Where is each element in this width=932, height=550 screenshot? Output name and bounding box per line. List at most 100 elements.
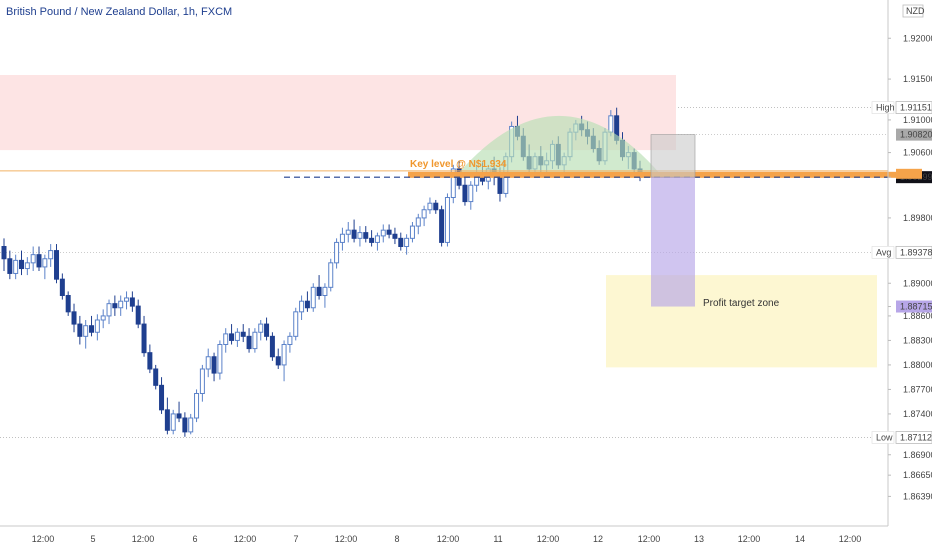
price-label: 1.87112 Low	[871, 431, 932, 444]
candle-body	[182, 417, 188, 433]
candle-body	[287, 335, 293, 346]
price-label-value: 1.87112	[900, 432, 932, 442]
candle-body	[608, 115, 614, 133]
candle	[42, 254, 48, 280]
price-label-value: 1.90820	[900, 130, 932, 140]
candle-body	[24, 262, 30, 270]
candle-body	[264, 323, 270, 337]
candle	[252, 328, 258, 353]
candle-body	[54, 250, 60, 280]
candle	[30, 246, 36, 271]
candle	[7, 250, 13, 280]
y-tick-label: 1.88300	[903, 335, 932, 345]
candle	[409, 222, 415, 243]
y-tick-label: 1.86900	[903, 450, 932, 460]
price-label-tag-box	[871, 101, 895, 114]
x-tick-label: 11	[493, 534, 502, 544]
candle	[83, 320, 89, 349]
candle-body	[164, 409, 170, 431]
candle	[310, 283, 316, 312]
candle-body	[258, 323, 264, 333]
candle-body	[275, 356, 281, 366]
candle-body	[316, 286, 322, 297]
chart-title: British Pound / New Zealand Dollar, 1h, …	[6, 6, 232, 18]
candle	[246, 328, 252, 353]
x-tick-label: 8	[394, 534, 399, 544]
candle	[147, 344, 153, 374]
x-tick-label: 12:00	[437, 534, 460, 544]
candle	[421, 205, 427, 227]
candle	[462, 173, 468, 206]
candle	[129, 291, 135, 312]
candle-body	[94, 319, 100, 333]
x-tick-label: 12:00	[537, 534, 560, 544]
candle-body	[234, 331, 240, 341]
candle-body	[118, 300, 124, 309]
candle-body	[65, 295, 71, 313]
candle-body	[269, 335, 275, 358]
candle-body	[240, 331, 246, 337]
candle	[100, 309, 106, 329]
candle-body	[7, 258, 13, 274]
candle-body	[345, 229, 351, 235]
x-tick-label: 12:00	[638, 534, 661, 544]
grid-layer	[0, 107, 888, 438]
candle-body	[129, 297, 135, 307]
candle	[65, 291, 71, 316]
candle	[386, 224, 392, 239]
candle	[24, 257, 30, 276]
candle	[369, 230, 375, 247]
candle-body	[19, 259, 25, 270]
candle	[264, 317, 270, 341]
candle-body	[71, 311, 77, 325]
y-tick-label: 1.86650	[903, 470, 932, 480]
candle	[293, 307, 299, 341]
y-tick-label: 1.92000	[903, 33, 932, 43]
candle	[112, 295, 118, 316]
price-label: 1.91151 High	[871, 101, 932, 114]
candle	[398, 232, 404, 251]
candle-body	[159, 384, 165, 411]
candle-body	[497, 176, 503, 194]
candle-body	[392, 233, 398, 239]
candle	[36, 246, 42, 271]
price-label-box	[895, 245, 932, 259]
candle	[374, 232, 380, 251]
x-tick-label: 12	[593, 534, 603, 544]
x-tick-label: 12:00	[335, 534, 358, 544]
candle-body	[468, 184, 474, 203]
key-level-axis-marker	[896, 168, 922, 179]
candle	[141, 315, 147, 357]
candle-body	[83, 325, 89, 337]
price-label-box	[895, 101, 932, 114]
candle-body	[293, 311, 299, 337]
candle-body	[246, 335, 252, 350]
x-tick-label: 12:00	[839, 534, 862, 544]
candle	[392, 227, 398, 245]
candle	[433, 199, 439, 214]
candle-body	[339, 233, 345, 243]
candle	[404, 234, 410, 255]
price-label: 1.90820	[896, 128, 932, 141]
candle	[19, 250, 25, 276]
candle	[345, 222, 351, 243]
candle-body	[188, 417, 194, 433]
y-tick-label: 1.88000	[903, 360, 932, 370]
candle	[234, 328, 240, 347]
candle	[159, 377, 165, 414]
candle	[124, 291, 130, 310]
candle	[13, 254, 19, 280]
candle-body	[42, 258, 48, 268]
candle	[71, 303, 77, 333]
candle	[328, 258, 334, 292]
rounded-top-pattern	[458, 115, 660, 174]
candle-body	[433, 202, 439, 211]
candle-body	[415, 217, 421, 227]
candle-body	[199, 368, 205, 394]
candle-body	[170, 413, 176, 431]
price-label-tag: High	[876, 103, 895, 113]
price-label-value: 1.88715	[900, 302, 932, 312]
candle-body	[299, 300, 305, 313]
candle-body	[217, 344, 223, 374]
